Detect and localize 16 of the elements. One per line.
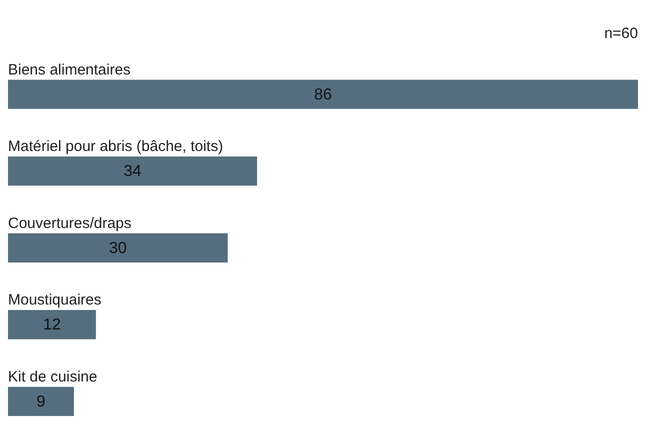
- y-tick-label: Couvertures/draps: [8, 214, 132, 232]
- y-tick-label: Biens alimentaires: [8, 61, 131, 78]
- data-label: 12: [43, 316, 61, 334]
- bar: [8, 233, 228, 262]
- data-label: 9: [36, 393, 46, 410]
- data-label: 86: [314, 86, 332, 104]
- y-tick-label: Moustiquaires: [8, 292, 102, 309]
- bar: [8, 156, 258, 186]
- bar: [8, 80, 638, 109]
- annotation: n=60: [604, 25, 638, 42]
- data-label: 30: [108, 240, 127, 257]
- bar: [8, 310, 96, 340]
- y-tick-label: Matériel pour abris (bâche, toits): [8, 138, 224, 156]
- data-label: 34: [124, 163, 142, 180]
- bar: [8, 386, 74, 416]
- y-tick-label: Kit de cuisine: [8, 368, 98, 386]
